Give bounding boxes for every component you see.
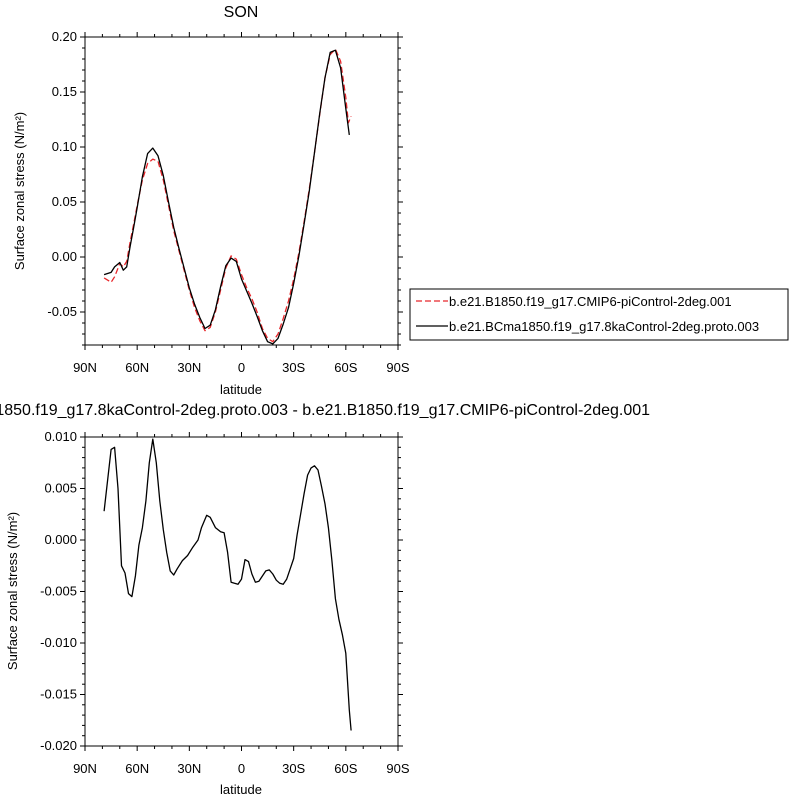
y-tick-label: -0.05 — [47, 304, 77, 319]
bottom-x-axis-label: latitude — [220, 782, 262, 797]
x-tick-label: 90S — [386, 360, 409, 375]
y-tick-label: 0.15 — [52, 84, 77, 99]
y-tick-label: 0.00 — [52, 249, 77, 264]
x-tick-label: 60N — [125, 360, 149, 375]
y-tick-label: 0.005 — [44, 481, 77, 496]
top-panel: SON 0.20 0.15 0.10 0.05 0.00 -0.05 90N 60N 30N 0… — [12, 4, 410, 397]
x-tick-label: 0 — [238, 761, 245, 776]
top-plot-frame — [84, 36, 399, 346]
x-tick-label: 30S — [282, 360, 305, 375]
y-tick-label: 0.010 — [44, 429, 77, 444]
x-tick-label: 30N — [177, 360, 201, 375]
top-series-lines — [103, 48, 352, 345]
x-tick-label: 90S — [386, 761, 409, 776]
bottom-y-axis: 0.010 0.005 0.000 -0.005 -0.010 -0.015 -0.020 — [40, 429, 403, 753]
y-tick-label: -0.010 — [40, 635, 77, 650]
top-x-axis: 90N 60N 30N 0 30S 60S 90S — [73, 32, 410, 375]
series-line-a — [103, 438, 352, 731]
bottom-x-axis: 90N 60N 30N 0 30S 60S 90S — [73, 432, 410, 776]
y-tick-label: 0.000 — [44, 532, 77, 547]
legend: b.e21.B1850.f19_g17.CMIP6-piControl-2deg… — [409, 288, 789, 341]
x-tick-label: 90N — [73, 360, 97, 375]
top-x-axis-label: latitude — [220, 382, 262, 397]
bottom-chart-title: b.e21.BCma1850.f19_g17.8kaControl-2deg.p… — [0, 402, 650, 419]
y-tick-label: -0.020 — [40, 738, 77, 753]
bottom-series-lines — [103, 438, 352, 731]
legend-box — [409, 288, 789, 341]
legend-label-8kaControl: b.e21.BCma1850.f19_g17.8kaControl-2deg.p… — [449, 319, 759, 334]
top-y-axis-label: Surface zonal stress (N/m²) — [12, 112, 27, 270]
y-tick-label: 0.10 — [52, 139, 77, 154]
top-y-axis: 0.20 0.15 0.10 0.05 0.00 -0.05 — [47, 29, 403, 346]
y-tick-label: 0.05 — [52, 194, 77, 209]
bottom-panel: b.e21.BCma1850.f19_g17.8kaControl-2deg.p… — [0, 402, 650, 797]
series-line-a — [103, 48, 352, 343]
x-tick-label: 60S — [334, 761, 357, 776]
x-tick-label: 30S — [282, 761, 305, 776]
y-tick-label: 0.20 — [52, 29, 77, 44]
legend-label-piControl: b.e21.B1850.f19_g17.CMIP6-piControl-2deg… — [449, 294, 732, 309]
top-chart-title: SON — [224, 4, 259, 21]
bottom-plot-frame — [84, 436, 399, 747]
series-line-b — [103, 49, 350, 345]
x-tick-label: 30N — [177, 761, 201, 776]
x-tick-label: 60N — [125, 761, 149, 776]
y-tick-label: -0.005 — [40, 584, 77, 599]
x-tick-label: 60S — [334, 360, 357, 375]
bottom-y-axis-label: Surface zonal stress (N/m²) — [5, 512, 20, 670]
x-tick-label: 90N — [73, 761, 97, 776]
y-tick-label: -0.015 — [40, 687, 77, 702]
x-tick-label: 0 — [238, 360, 245, 375]
